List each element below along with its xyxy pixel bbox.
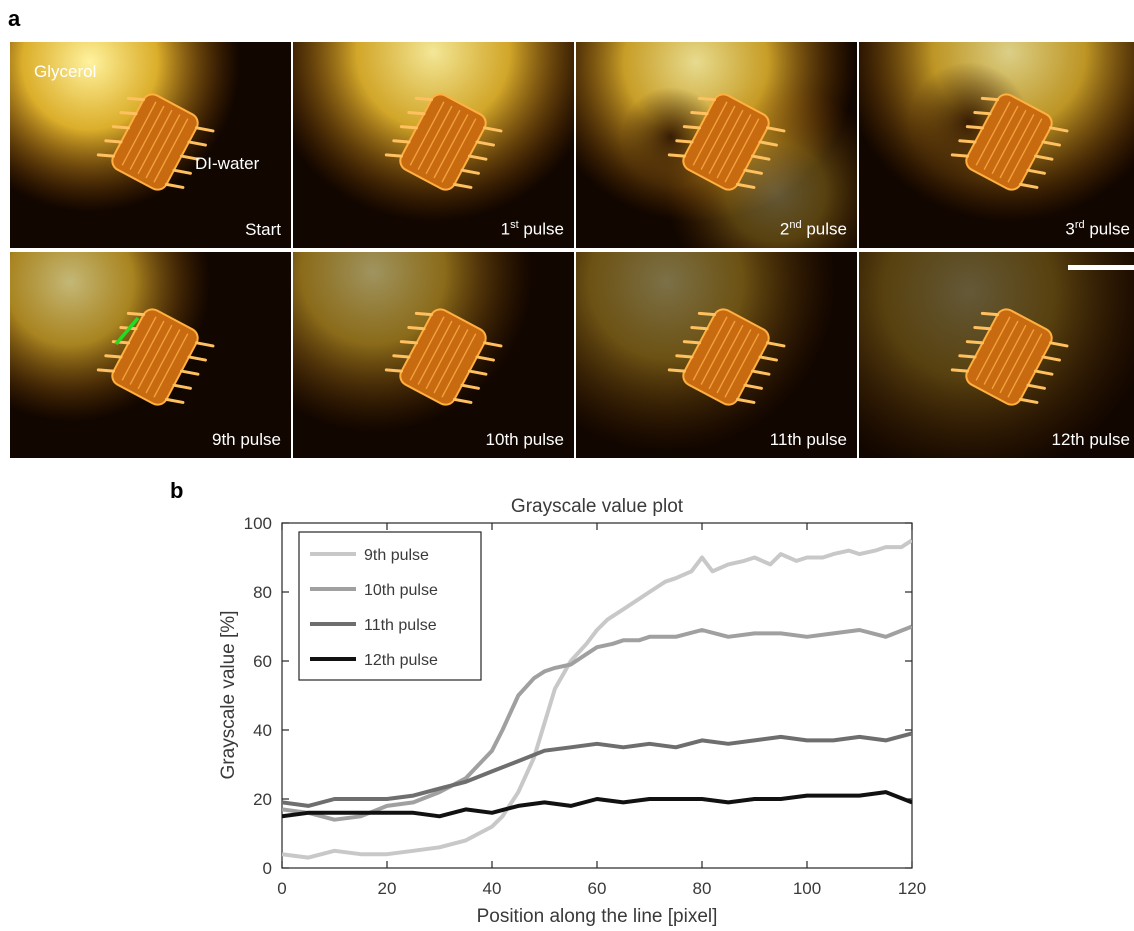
frame-7: 11th pulse (576, 252, 857, 458)
frame-image (859, 42, 1134, 248)
frame-3: 2nd pulse (576, 42, 857, 248)
x-tick-label: 20 (378, 879, 397, 898)
microrobot-body (96, 308, 215, 406)
frame-image (576, 252, 857, 458)
x-tick-label: 60 (588, 879, 607, 898)
frame-6: 10th pulse (293, 252, 574, 458)
frame-image (576, 42, 857, 248)
frame-label: Start (245, 220, 281, 239)
x-tick-label: 0 (277, 879, 286, 898)
microrobot-body (384, 93, 503, 191)
frame-image (859, 252, 1134, 458)
water-label: DI-water (195, 154, 260, 173)
frame-image (293, 252, 574, 458)
panel-a-letter: a (8, 6, 21, 31)
series-line-10th-pulse (282, 624, 912, 822)
frame-label: 2nd pulse (779, 219, 847, 239)
microrobot-body (667, 308, 786, 406)
chart-title: Grayscale value plot (511, 496, 684, 517)
frame-label: 12th pulse (1051, 430, 1130, 449)
frame-8: 12th pulse (859, 252, 1134, 458)
legend-entry: 10th pulse (364, 582, 438, 599)
legend-entry: 11th pulse (364, 617, 437, 634)
frame-image (10, 42, 291, 248)
series-lines (282, 538, 912, 860)
microrobot-body (384, 308, 503, 406)
frame-4: 3rd pulse (859, 42, 1134, 248)
microrobot-body (950, 93, 1069, 191)
series-line-9th-pulse (282, 538, 912, 860)
y-axis-label: Grayscale value [%] (218, 611, 239, 780)
legend: 9th pulse 10th pulse 11th pulse 12th pulse (298, 531, 482, 681)
y-tick-label: 100 (244, 514, 272, 533)
x-axis-label: Position along the line [pixel] (477, 906, 718, 927)
grayscale-line-chart: Grayscale value plot 0 20 40 60 80 100 0 20 40 6… (218, 496, 926, 927)
frame-label: 1st pulse (500, 219, 564, 239)
microrobot-body (96, 93, 215, 191)
frame-1: Start Glycerol DI-water (10, 42, 291, 248)
x-tick-label: 120 (898, 879, 926, 898)
series-line-12th-pulse (282, 790, 912, 819)
x-tick-label: 100 (793, 879, 821, 898)
panel-b-letter: b (170, 478, 184, 503)
frame-label: 10th pulse (485, 430, 564, 449)
legend-box (298, 531, 482, 681)
y-tick-label: 40 (253, 721, 272, 740)
x-tick-label: 80 (693, 879, 712, 898)
frame-label: 3rd pulse (1065, 219, 1130, 239)
y-tick-label: 80 (253, 583, 272, 602)
x-tick-label: 40 (483, 879, 502, 898)
x-axis-ticks: 0 20 40 60 80 100 120 (277, 523, 926, 898)
legend-entry: 12th pulse (364, 652, 438, 669)
frame-image (10, 252, 291, 458)
series-line-11th-pulse (282, 731, 912, 808)
legend-entry: 9th pulse (364, 547, 429, 564)
frame-label: 11th pulse (769, 430, 847, 449)
y-tick-label: 20 (253, 790, 272, 809)
frame-label: 9th pulse (212, 430, 281, 449)
measurement-line (114, 316, 140, 346)
frame-image (293, 42, 574, 248)
y-axis-ticks: 0 20 40 60 80 100 (244, 514, 912, 878)
y-tick-label: 0 (263, 859, 272, 878)
frame-2: 1st pulse (293, 42, 574, 248)
scale-bar (1068, 265, 1134, 270)
microrobot-body (667, 93, 786, 191)
microscopy-frames: Start Glycerol DI-water 1st pulse 2nd pulse 3… (10, 42, 1134, 458)
glycerol-label: Glycerol (34, 62, 97, 81)
y-tick-label: 60 (253, 652, 272, 671)
microrobot-body (950, 308, 1069, 406)
frame-5: 9th pulse (10, 252, 291, 458)
